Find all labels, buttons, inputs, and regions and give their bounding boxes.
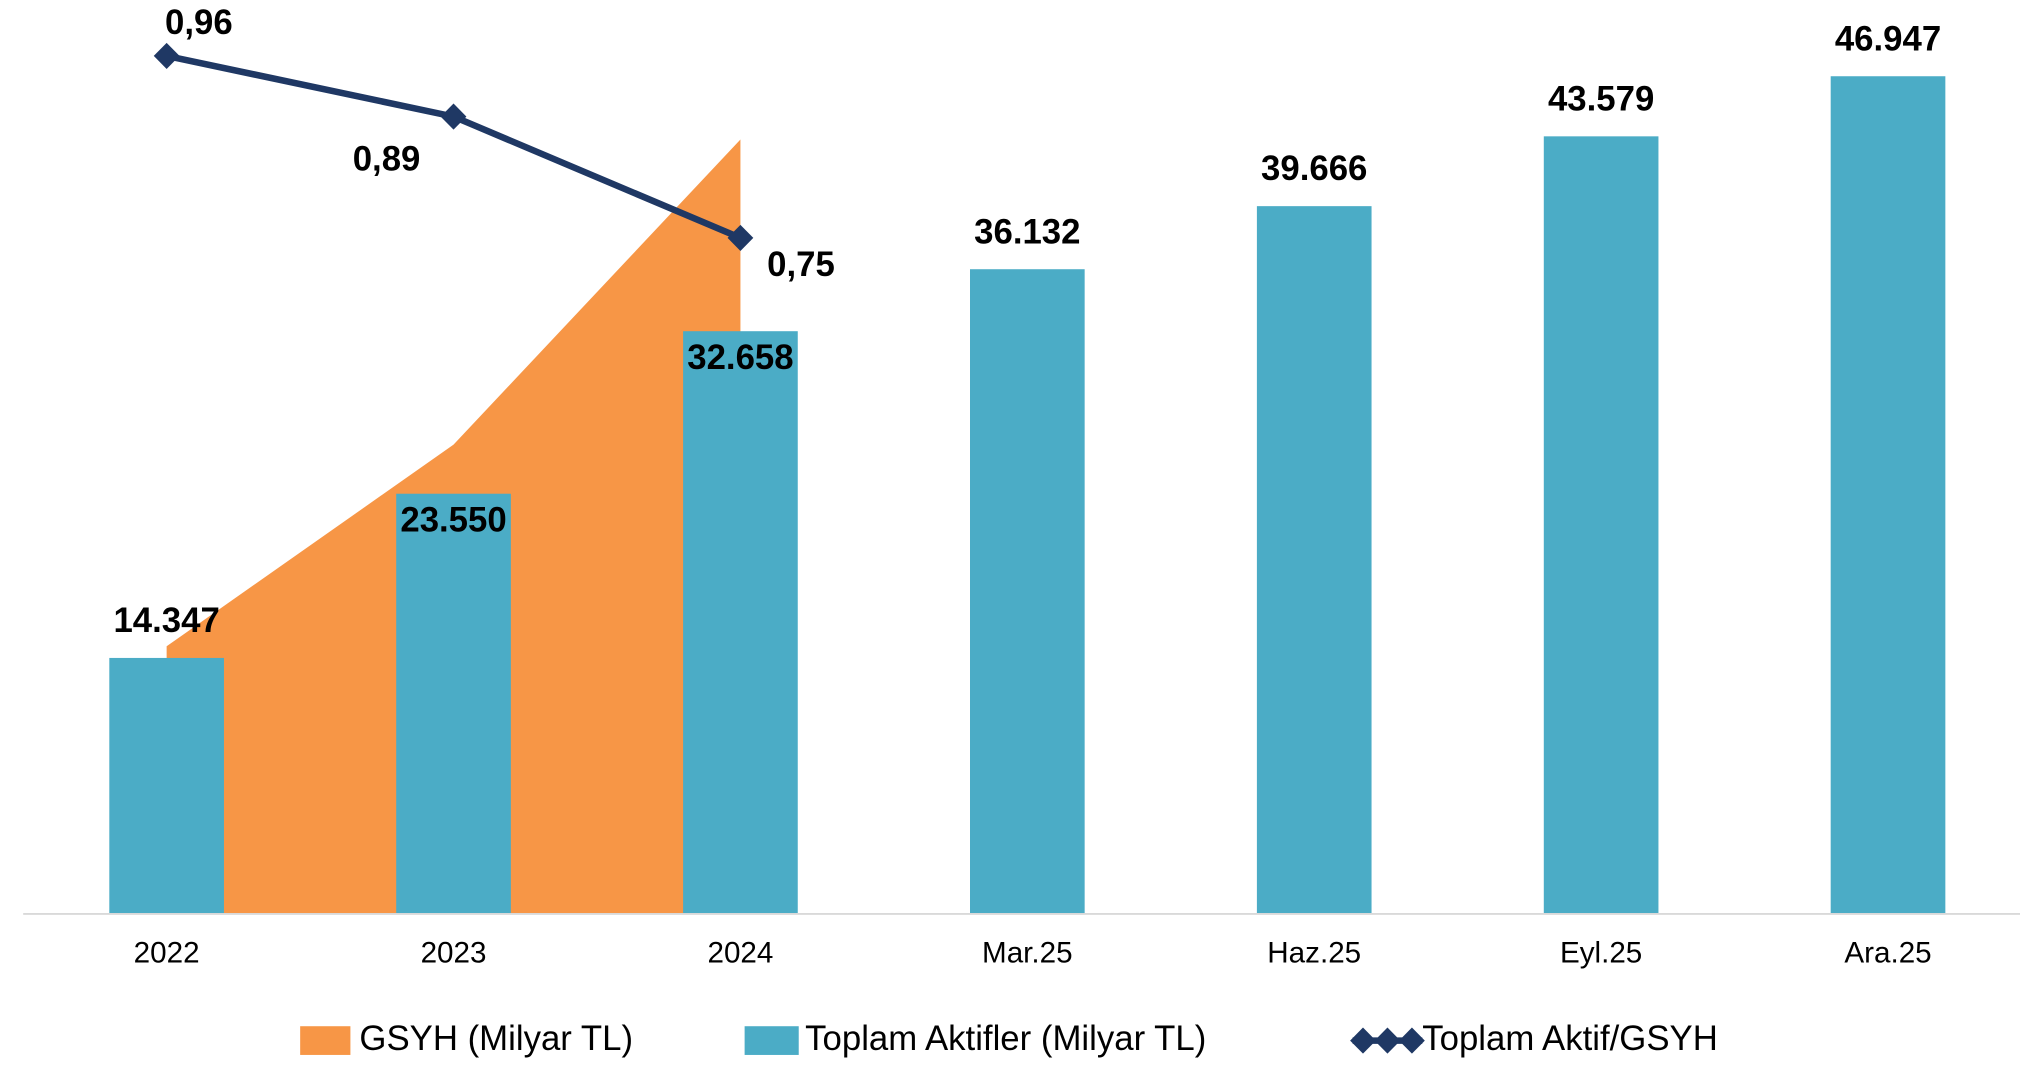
data-label: 36.132	[974, 212, 1080, 251]
bar	[683, 331, 798, 914]
legend-label: GSYH (Milyar TL)	[359, 1019, 633, 1058]
x-tick-label: Mar.25	[982, 936, 1073, 969]
bar	[969, 269, 1085, 914]
line-marker	[727, 224, 754, 251]
x-tick-label: Eyl.25	[1560, 936, 1642, 969]
line-marker	[153, 42, 180, 69]
data-label: 0,96	[165, 3, 233, 42]
data-label: 14.347	[113, 601, 219, 640]
line-marker	[440, 103, 467, 130]
bar	[396, 493, 511, 914]
bar	[1830, 76, 1946, 914]
data-label: 0,89	[353, 139, 421, 178]
legend-label: Toplam Aktifler (Milyar TL)	[805, 1019, 1206, 1058]
bar	[1543, 136, 1659, 914]
bar	[109, 657, 224, 914]
legend-swatch	[1374, 1027, 1401, 1054]
legend-swatch	[1350, 1027, 1376, 1054]
data-label: 43.579	[1548, 79, 1654, 118]
x-tick-label: 2022	[134, 936, 200, 969]
line	[165, 52, 742, 241]
data-label: 23.550	[400, 501, 506, 540]
bar	[1256, 206, 1372, 914]
legend-swatch	[744, 1026, 799, 1055]
x-tick-label: Haz.25	[1267, 936, 1361, 969]
x-tick-label: Ara.25	[1844, 936, 1931, 969]
legend-label: Toplam Aktif/GSYH	[1422, 1019, 1718, 1058]
legend-swatch	[1399, 1027, 1425, 1054]
data-label: 0,75	[767, 245, 835, 284]
x-tick-label: 2023	[421, 936, 487, 969]
legend-swatch	[300, 1026, 351, 1055]
data-label: 46.947	[1835, 19, 1941, 58]
data-label: 32.658	[687, 338, 793, 377]
x-tick-label: 2024	[707, 936, 773, 969]
data-label: 39.666	[1261, 149, 1367, 188]
